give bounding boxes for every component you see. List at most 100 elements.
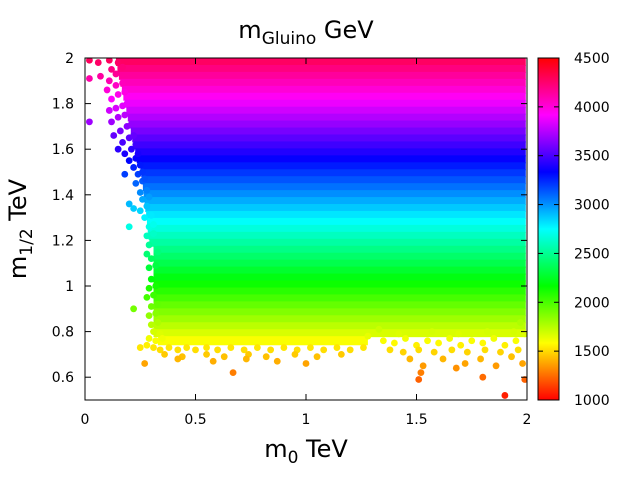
y-tick-label: 1.8 [52,97,74,113]
scatter-point [121,88,129,96]
scatter-point [417,369,425,377]
density-band [141,169,526,178]
density-band [146,217,526,226]
scatter-point [145,335,153,342]
scatter-point [435,339,442,347]
density-band [153,287,526,296]
scatter-point [121,150,129,158]
scatter-point [337,351,345,358]
scatter-point [424,337,431,345]
scatter-point [203,351,210,358]
scatter-point [141,360,149,367]
scatter-point [242,355,250,363]
scatter-point [145,284,153,292]
y-tick-label: 1.6 [52,142,74,158]
scatter-point [320,346,328,354]
scatter-point [428,328,436,335]
scatter-point [267,346,275,354]
scatter-point [125,223,133,231]
scatter-point [415,346,423,354]
scatter-point [492,362,500,370]
density-band [127,113,526,122]
scatter-point [477,355,484,363]
scatter-point [112,70,120,78]
scatter-point [313,353,321,361]
scatter-point [94,59,102,66]
y-axis-label: m1/2 TeV [4,178,37,279]
scatter-point [510,328,518,335]
scatter-point [240,346,248,354]
scatter-point [183,344,191,351]
density-band [143,190,526,199]
scatter-point [141,175,149,183]
density-band [117,64,526,73]
scatter-point [152,309,160,317]
scatter-point [463,348,471,356]
scatter-point [521,376,527,383]
density-band [153,301,526,310]
scatter-point [227,344,235,351]
scatter-point [512,337,520,345]
scatter-point [147,275,155,283]
scatter-point [461,360,469,367]
scatter-point [123,100,131,107]
scatter-point [220,353,228,361]
density-band [153,266,526,275]
scatter-point [134,150,142,158]
colorbar-tick-label: 1000 [574,393,610,409]
density-band [153,308,526,317]
x-tick-label: 2 [523,412,532,428]
scatter-point [302,360,310,367]
scatter-point [375,325,383,333]
density-band [153,273,526,282]
scatter-point [479,339,487,347]
scatter-point [291,351,299,358]
scatter-point [154,248,162,256]
scatter-point [150,344,157,351]
scatter-point [501,341,509,349]
scatter-point [156,346,164,354]
density-band [129,120,526,129]
x-axis-label: m0 TeV [264,435,348,468]
scatter-point [439,355,447,363]
density-band [120,78,526,87]
density-band [136,155,526,164]
density-band [135,148,526,157]
scatter-point [108,95,115,103]
density-band [133,141,526,150]
scatter-point [446,335,454,342]
scatter-point [399,348,407,356]
scatter-point [136,161,144,169]
scatter-point [395,330,403,338]
scatter-point [364,332,372,340]
scatter-point [379,337,387,345]
scatter-point [497,348,504,356]
colorbar-tick-label: 4000 [574,100,610,116]
density-band [118,71,526,80]
scatter-point [86,118,93,126]
scatter-point [214,346,222,354]
scatter-point [165,344,173,351]
y-tick-label: 1.2 [52,233,74,249]
y-tick-label: 1 [65,279,74,295]
scatter-point [128,120,135,128]
density-band [153,280,526,289]
scatter-point [430,348,438,356]
scatter-point [490,335,498,342]
scatter-point [150,221,157,228]
scatter-point [143,186,151,194]
scatter-point [97,72,104,80]
scatter-point [143,232,151,240]
chart-title: mGluino GeV [238,16,374,49]
scatter-point [147,303,155,310]
scatter-point [145,264,153,272]
scatter-point [86,75,93,82]
scatter-point [130,164,138,171]
scatter-point [143,341,151,349]
density-band [142,176,526,185]
x-tick-label: 0 [81,412,90,428]
density-band [124,99,526,108]
scatter-point [455,330,462,338]
scatter-point [360,344,367,351]
scatter-point [501,392,509,399]
